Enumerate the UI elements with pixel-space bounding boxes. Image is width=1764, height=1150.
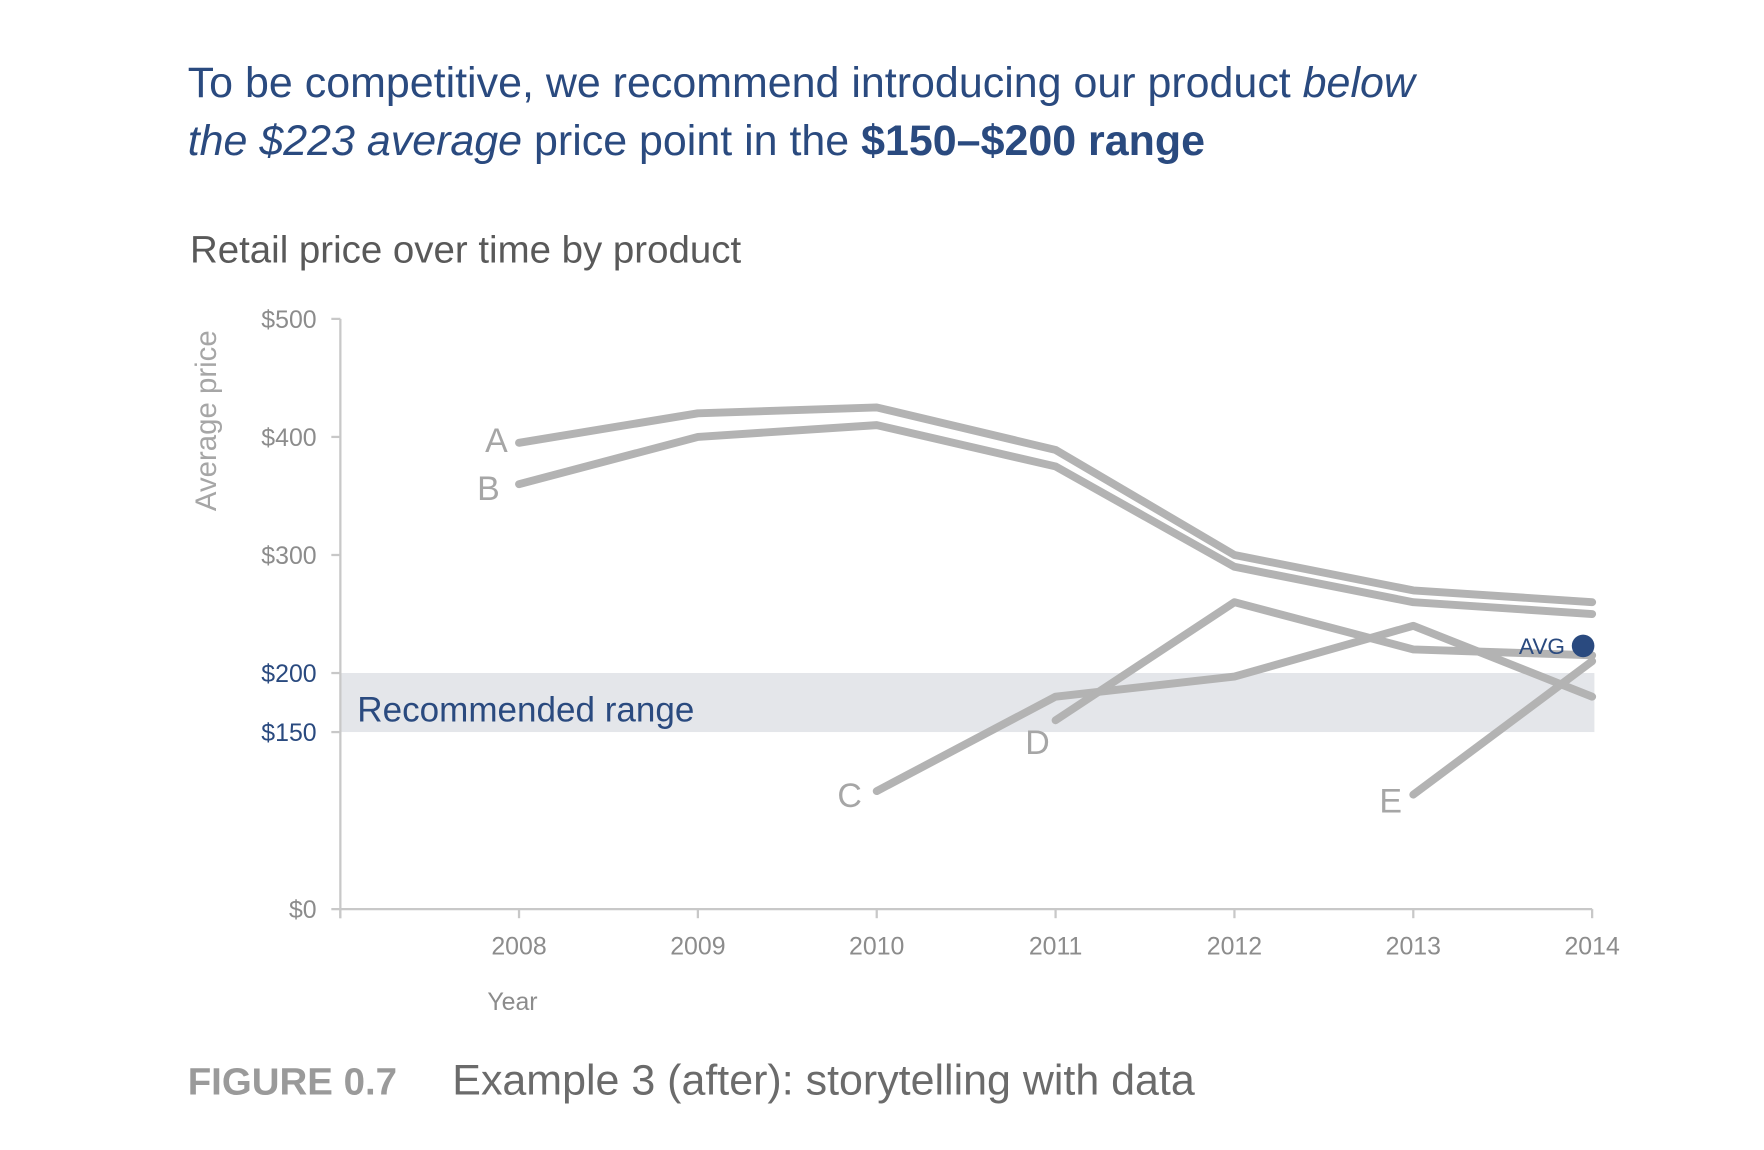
- x-tick-label: 2011: [1029, 932, 1082, 960]
- series-label-b: B: [477, 470, 500, 508]
- series-line-e: [1409, 657, 1597, 799]
- series-line-d: [1051, 598, 1597, 725]
- series-label-d: D: [1025, 724, 1050, 762]
- y-tick-label: $300: [261, 542, 316, 570]
- average-marker: [1571, 634, 1595, 658]
- recommended-range-band: [340, 673, 1595, 733]
- x-tick-label: 2014: [1564, 932, 1619, 960]
- y-tick-label: $200: [261, 660, 316, 688]
- headline-part2: price point in the: [522, 117, 861, 165]
- headline-part1: To be competitive, we recommend introduc…: [188, 59, 1303, 107]
- x-tick-label: 2008: [491, 932, 546, 960]
- headline-part1-italic: below: [1303, 59, 1418, 107]
- x-tick-label: 2010: [849, 932, 904, 960]
- caption-text: Example 3 (after): storytelling with dat…: [452, 1057, 1195, 1105]
- series-line-b: [515, 421, 1597, 618]
- headline-part2-italic: the $223 average: [188, 117, 522, 165]
- y-tick-label: $400: [261, 424, 316, 452]
- headline: To be competitive, we recommend introduc…: [188, 59, 1418, 107]
- series-line-a: [515, 403, 1597, 607]
- y-tick-label: $150: [261, 719, 316, 747]
- headline-line2: the $223 average price point in the $150…: [188, 117, 1205, 165]
- y-axis-label: Average price: [190, 330, 223, 511]
- x-axis-label: Year: [487, 988, 537, 1016]
- recommended-range-label: Recommended range: [357, 690, 694, 729]
- x-tick-label: 2012: [1207, 932, 1262, 960]
- average-label: AVG: [1519, 634, 1565, 659]
- series-label-e: E: [1379, 783, 1402, 821]
- y-tick-label: $0: [289, 896, 317, 924]
- y-tick-label: $500: [261, 306, 316, 334]
- series-label-c: C: [837, 777, 862, 815]
- chart-title: Retail price over time by product: [190, 228, 741, 271]
- x-tick-label: 2009: [670, 932, 725, 960]
- headline-part2-bold: $150–$200 range: [861, 117, 1205, 165]
- caption-figure-number: FIGURE 0.7: [188, 1061, 397, 1104]
- x-tick-label: 2013: [1386, 932, 1441, 960]
- series-label-a: A: [485, 422, 508, 460]
